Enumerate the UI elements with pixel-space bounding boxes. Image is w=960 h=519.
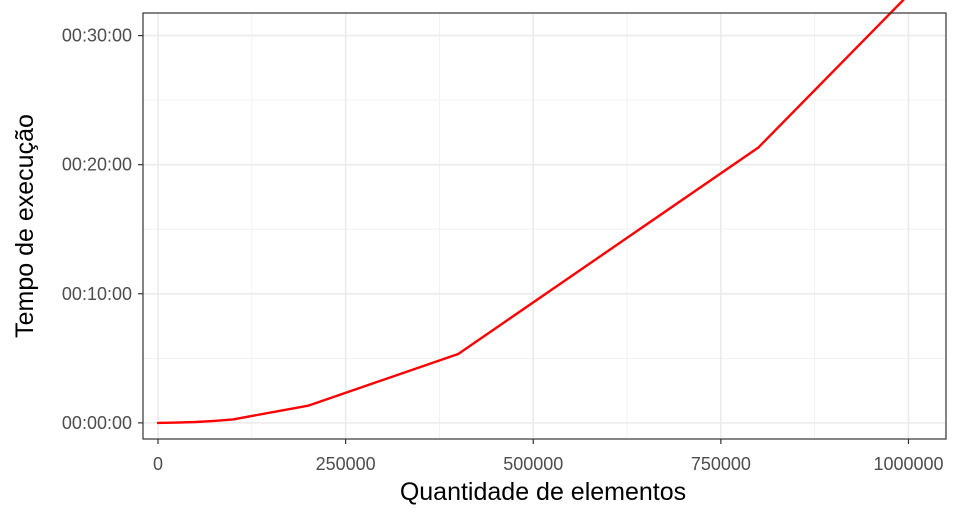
y-tick-label: 00:10:00 [62,284,132,304]
major-gridlines [143,13,946,439]
y-axis-ticks: 00:00:00 00:10:00 00:20:00 00:30:00 [62,26,143,433]
y-tick-label: 00:00:00 [62,413,132,433]
x-tick-label: 750000 [691,454,751,474]
series-layer [156,0,905,425]
x-axis-title: Quantidade de elementos [400,478,686,506]
x-tick-label: 0 [153,454,163,474]
x-tick-label: 500000 [503,454,563,474]
y-tick-label: 00:30:00 [62,26,132,46]
minor-gridlines [143,13,946,439]
panel-border [142,12,947,440]
x-axis-ticks: 0 250000 500000 750000 1000000 [153,439,944,474]
series-line [156,0,905,425]
y-tick-label: 00:20:00 [62,155,132,175]
x-tick-label: 250000 [316,454,376,474]
y-axis-title: Tempo de execução [11,114,39,338]
x-tick-label: 1000000 [873,454,943,474]
